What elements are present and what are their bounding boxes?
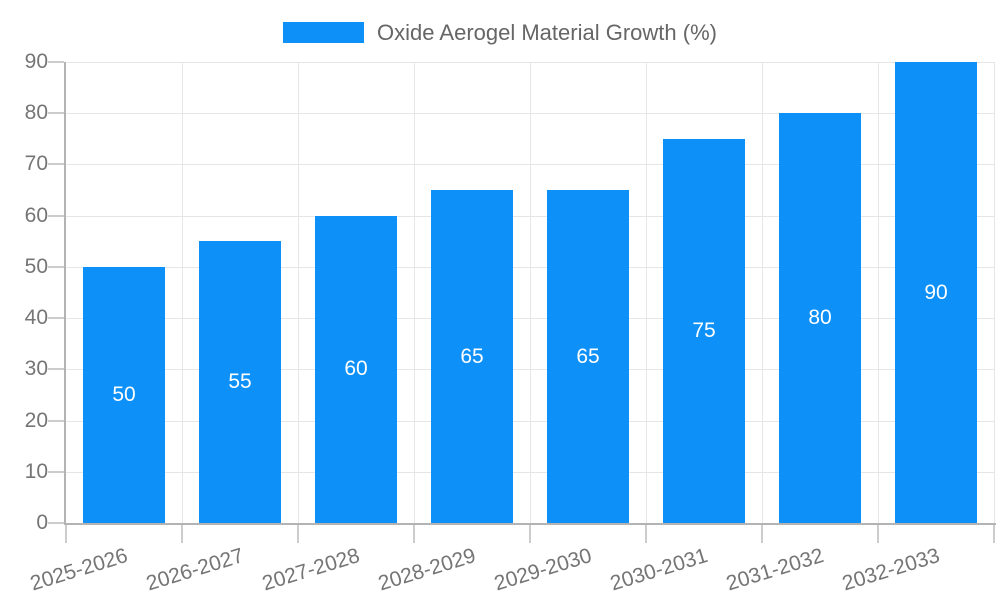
x-axis-tick-mark [181,525,183,543]
y-axis-tick-mark [48,61,64,63]
y-axis-tick-mark [48,163,64,166]
bar[interactable] [895,62,977,523]
bar[interactable] [83,266,165,523]
legend-swatch-icon [283,22,365,43]
x-axis-tick-label: 2029-2030 [491,544,595,596]
plot-area [66,62,995,523]
bar-value-label: 80 [808,306,832,330]
gridline-vertical [762,62,763,523]
y-axis-tick-mark [48,419,64,422]
x-axis-tick-mark [993,525,995,543]
bar[interactable] [779,113,861,523]
x-axis-tick-mark [645,525,647,543]
x-axis-tick-label: 2032-2033 [839,544,943,596]
gridline-vertical [414,62,415,523]
y-axis-tick-mark [48,522,64,524]
y-axis-tick-label: 30 [24,357,48,381]
y-axis-tick-mark [48,470,64,473]
y-axis-tick-label: 40 [24,306,48,330]
y-axis-tick-label: 70 [24,152,48,176]
bar[interactable] [315,215,397,523]
legend-label: Oxide Aerogel Material Growth (%) [377,20,717,45]
y-axis-tick-mark [48,265,64,268]
bar-value-label: 90 [924,280,948,304]
x-axis-tick-label: 2028-2029 [375,544,479,596]
gridline-vertical [298,62,299,523]
bar-value-label: 50 [112,382,136,406]
bar-value-label: 60 [344,357,368,381]
bar[interactable] [547,190,629,523]
x-axis-tick-label: 2027-2028 [259,544,363,596]
bar-value-label: 75 [692,318,716,342]
bar[interactable] [431,190,513,523]
y-axis-tick-mark [48,112,64,115]
y-axis-tick-mark [48,317,64,320]
x-axis-tick-mark [877,525,879,543]
x-axis-tick-mark [529,525,531,543]
x-axis-tick-mark [761,525,763,543]
y-axis-tick-label: 60 [24,203,48,227]
bar-value-label: 55 [228,370,252,394]
y-axis-tick-label: 90 [24,50,48,73]
x-axis-tick-mark [413,525,415,543]
y-axis-line [64,62,66,525]
x-axis-tick-label: 2030-2031 [607,544,711,596]
y-axis-tick-label: 50 [24,254,48,278]
gridline-vertical [878,62,879,523]
y-axis-tick-label: 20 [24,408,48,432]
y-axis-tick-label: 0 [36,511,48,534]
x-axis-tick-label: 2026-2027 [143,544,247,596]
y-axis-tick-mark [48,214,64,217]
bar-value-label: 65 [576,344,600,368]
y-axis-tick-mark [48,368,64,371]
x-axis-tick-label: 2031-2032 [723,544,827,596]
gridline-vertical [530,62,531,523]
x-axis-line [64,523,996,525]
x-axis-tick-mark [65,525,67,543]
bar[interactable] [199,241,281,523]
bar-value-label: 65 [460,344,484,368]
x-axis-tick-label: 2025-2026 [27,544,131,596]
x-axis-tick-mark [297,525,299,543]
gridline-vertical [994,62,995,523]
gridline-vertical [182,62,183,523]
legend-item[interactable]: Oxide Aerogel Material Growth (%) [0,21,1000,44]
y-axis-tick-label: 10 [24,459,48,483]
bar[interactable] [663,138,745,523]
gridline-vertical [646,62,647,523]
y-axis-tick-label: 80 [24,101,48,125]
